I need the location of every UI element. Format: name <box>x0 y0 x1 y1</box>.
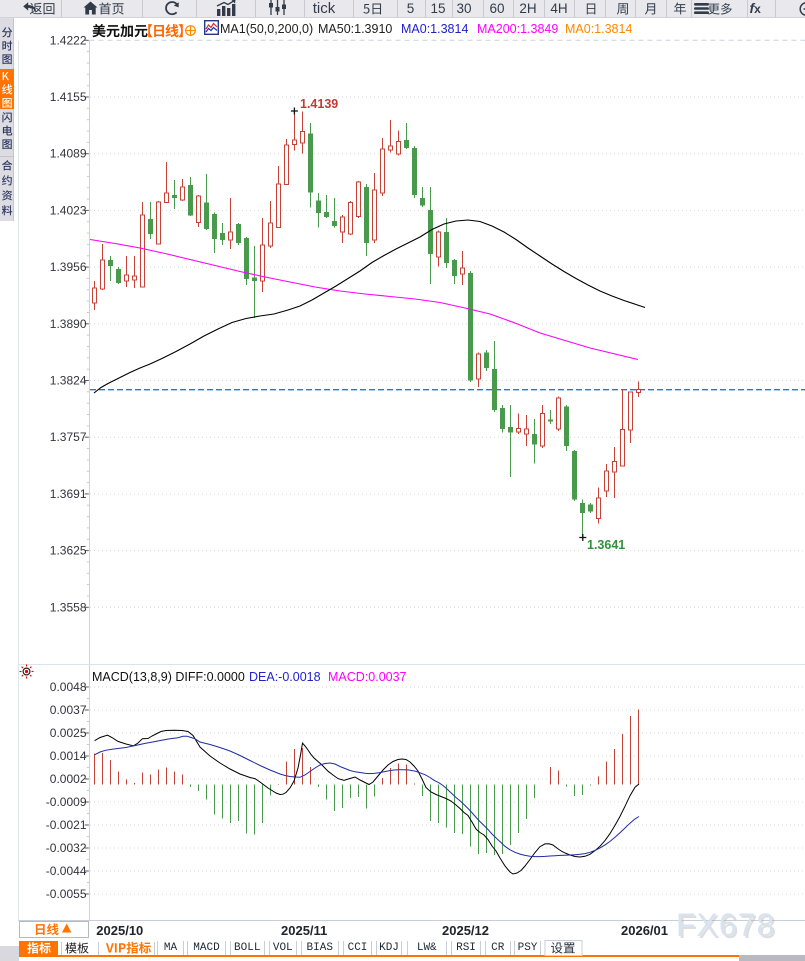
svg-text:0.0048: 0.0048 <box>50 680 87 694</box>
svg-text:1.3824: 1.3824 <box>50 374 87 388</box>
svg-text:1.3558: 1.3558 <box>50 600 87 614</box>
svg-text:1.4139: 1.4139 <box>300 97 338 111</box>
svg-text:1.3691: 1.3691 <box>50 487 87 501</box>
svg-text:1.3641: 1.3641 <box>587 538 625 552</box>
svg-text:1.4089: 1.4089 <box>50 147 87 161</box>
svg-text:1.4222: 1.4222 <box>50 33 87 47</box>
svg-text:-0.0021: -0.0021 <box>46 818 87 832</box>
svg-text:MACD:0.0037: MACD:0.0037 <box>328 670 407 684</box>
svg-text:1.4023: 1.4023 <box>50 203 87 217</box>
svg-text:-0.0032: -0.0032 <box>46 841 87 855</box>
svg-text:-0.0055: -0.0055 <box>46 887 87 901</box>
svg-text:1.3956: 1.3956 <box>50 260 87 274</box>
svg-text:MACD(13,8,9) DIFF:0.0000: MACD(13,8,9) DIFF:0.0000 <box>92 670 245 684</box>
svg-text:1.3890: 1.3890 <box>50 317 87 331</box>
svg-text:-0.0009: -0.0009 <box>46 795 87 809</box>
svg-text:1.4155: 1.4155 <box>50 90 87 104</box>
svg-text:0.0037: 0.0037 <box>50 703 87 717</box>
svg-text:1.3625: 1.3625 <box>50 544 87 558</box>
svg-text:0.0002: 0.0002 <box>50 772 87 786</box>
svg-text:-0.0044: -0.0044 <box>46 864 87 878</box>
svg-text:0.0014: 0.0014 <box>50 749 87 763</box>
svg-text:1.3757: 1.3757 <box>50 430 87 444</box>
svg-text:DEA:-0.0018: DEA:-0.0018 <box>249 670 321 684</box>
svg-text:0.0025: 0.0025 <box>50 726 87 740</box>
